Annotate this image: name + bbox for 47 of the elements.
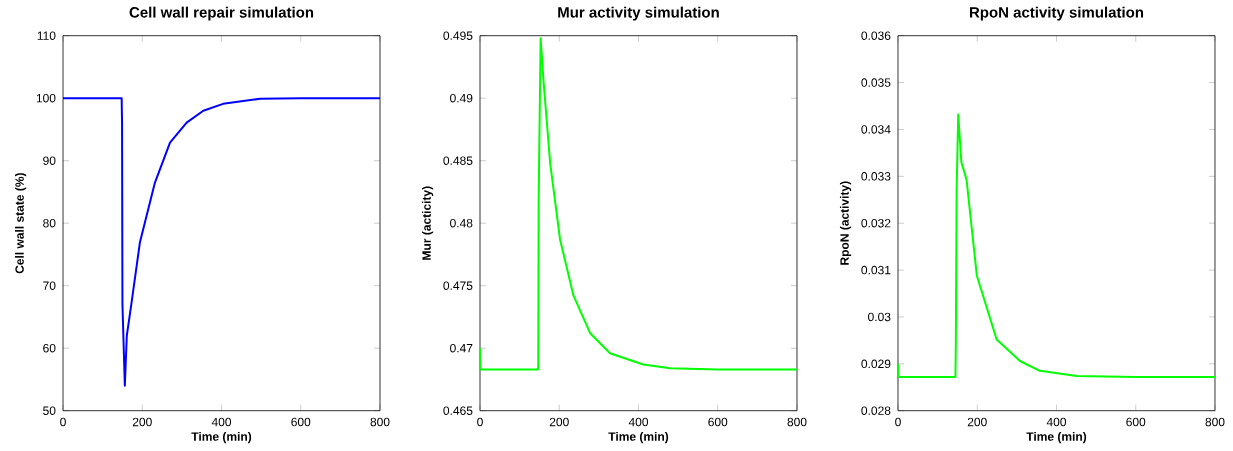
y-tick-label: 0.036 <box>861 31 891 41</box>
y-tick-label: 0.032 <box>861 219 891 228</box>
x-tick-label: 800 <box>370 417 390 427</box>
x-tick-label: 800 <box>787 417 807 427</box>
y-tick-label: 0.03 <box>868 312 891 322</box>
chart-title: Mur activity simulation <box>558 6 719 21</box>
y-tick-label: 0.48 <box>450 219 473 228</box>
x-axis-title: Time (min) <box>1026 432 1087 444</box>
y-axis-title: Cell wall state (%) <box>14 173 27 274</box>
x-tick-label: 0 <box>477 417 483 427</box>
y-tick-label: 0.035 <box>861 78 891 87</box>
y-axis-title: RpoN (activity) <box>839 181 852 265</box>
y-tick-label: 50 <box>43 406 56 416</box>
x-tick-label: 0 <box>60 417 66 427</box>
y-tick-label: 0.49 <box>450 94 473 103</box>
x-tick-label: 600 <box>708 417 728 427</box>
y-tick-label: 0.028 <box>861 406 891 416</box>
x-tick-label: 200 <box>132 417 152 427</box>
y-tick-label: 0.033 <box>861 172 891 181</box>
x-tick-label: 200 <box>549 417 569 427</box>
y-tick-label: 0.475 <box>443 281 473 291</box>
y-tick-label: 0.029 <box>861 359 891 369</box>
x-tick-label: 600 <box>1126 417 1146 427</box>
x-tick-label: 400 <box>211 417 232 427</box>
y-tick-label: 0.47 <box>450 344 473 353</box>
y-tick-label: 100 <box>36 94 56 103</box>
y-tick-label: 80 <box>43 219 56 228</box>
y-tick-label: 0.485 <box>443 156 473 166</box>
y-tick-label: 0.495 <box>443 31 473 41</box>
y-tick-label: 70 <box>43 281 56 291</box>
chart-title: Cell wall repair simulation <box>129 6 314 21</box>
x-tick-label: 600 <box>291 417 311 427</box>
x-tick-label: 0 <box>895 417 901 427</box>
y-tick-label: 90 <box>43 156 56 166</box>
x-axis-title: Time (min) <box>608 432 669 444</box>
x-tick-label: 400 <box>628 417 649 427</box>
y-tick-label: 60 <box>43 344 56 353</box>
y-tick-label: 110 <box>37 31 56 41</box>
chart-title: RpoN activity simulation <box>969 6 1144 21</box>
x-tick-label: 800 <box>1205 417 1225 427</box>
x-axis-title: Time (min) <box>191 432 252 444</box>
y-axis-title: Mur (acticity) <box>421 186 434 260</box>
x-tick-label: 400 <box>1046 417 1067 427</box>
y-tick-label: 0.031 <box>861 265 891 275</box>
y-tick-label: 0.034 <box>861 125 891 134</box>
x-tick-label: 200 <box>967 417 987 427</box>
y-tick-label: 0.465 <box>443 406 473 416</box>
